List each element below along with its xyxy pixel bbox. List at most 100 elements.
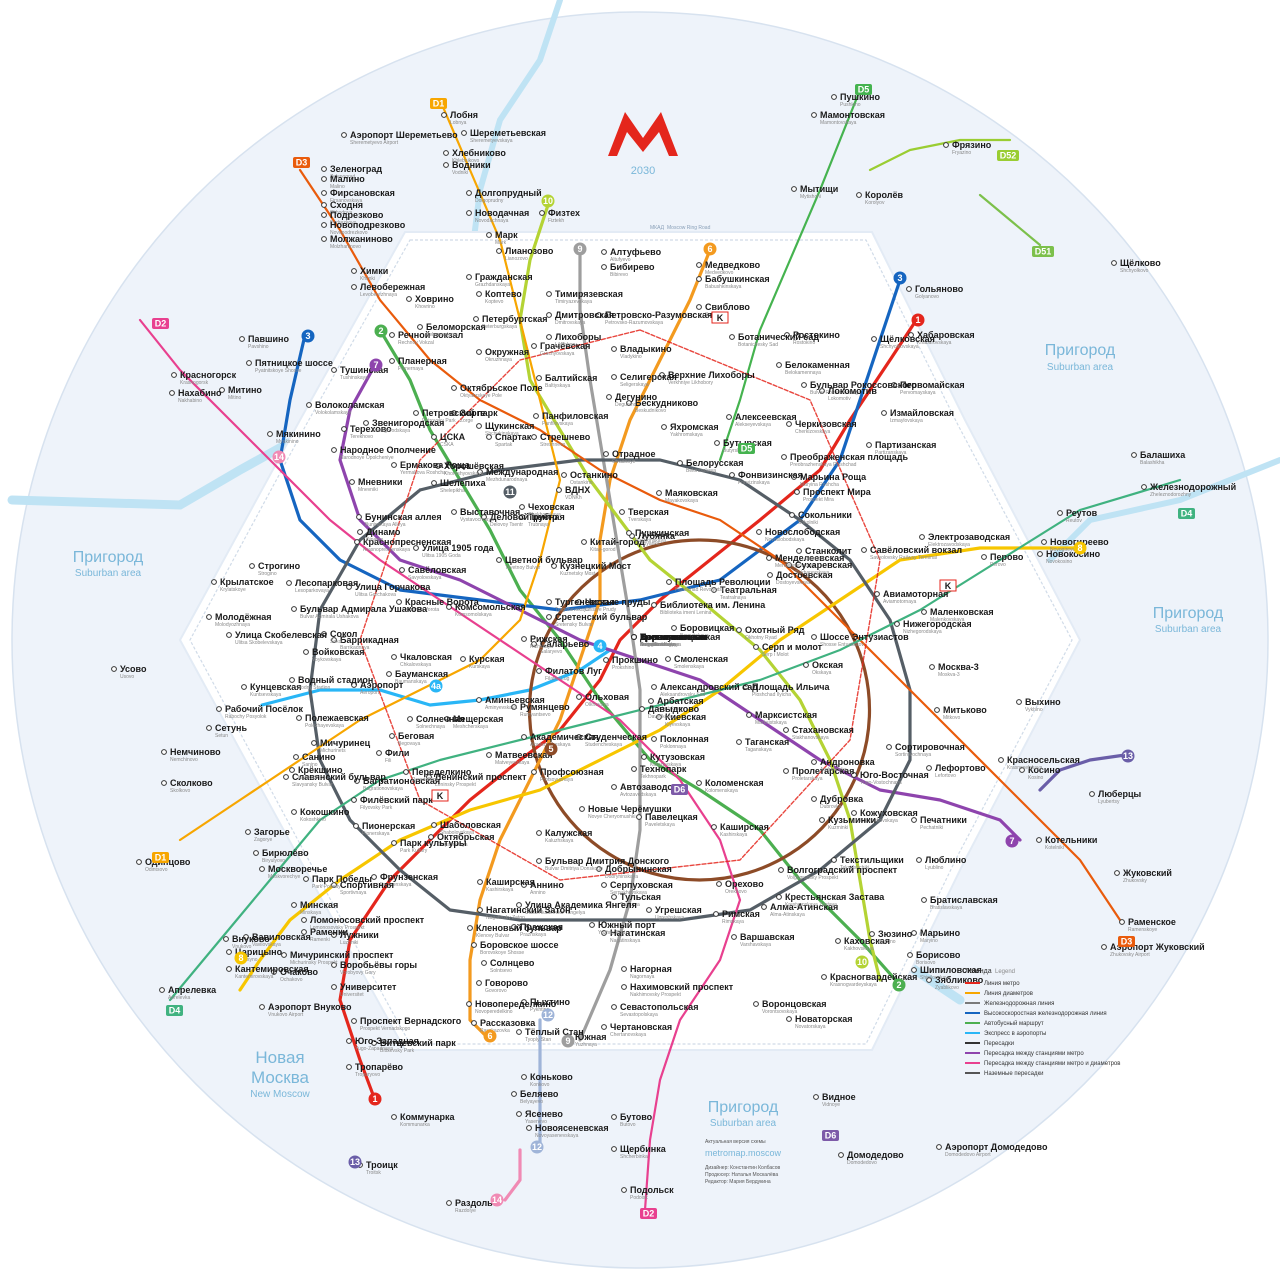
station-dot[interactable] (736, 627, 742, 633)
station-dot[interactable] (354, 539, 360, 545)
station-dot[interactable] (696, 262, 702, 268)
station-dot[interactable] (283, 774, 289, 780)
station-dot[interactable] (136, 859, 142, 865)
station-label[interactable]: Мытищи (800, 184, 838, 194)
station-label[interactable]: Электрозаводская (928, 532, 1010, 542)
station-dot[interactable] (296, 715, 302, 721)
station-label[interactable]: ЦСКА (440, 432, 466, 442)
station-label[interactable]: Коптево (485, 289, 522, 299)
station-dot[interactable] (303, 876, 309, 882)
station-dot[interactable] (431, 822, 437, 828)
station-label[interactable]: Новослободская (765, 527, 840, 537)
station-dot[interactable] (301, 917, 307, 923)
line-marker-3[interactable]: 3 (893, 271, 907, 285)
station-dot[interactable] (531, 434, 537, 440)
station-dot[interactable] (891, 382, 897, 388)
station-dot[interactable] (331, 637, 337, 643)
station-dot[interactable] (581, 539, 587, 545)
station-label[interactable]: Марк (495, 230, 518, 240)
diameter-badge[interactable]: D3 (293, 157, 310, 168)
station-dot[interactable] (216, 706, 222, 712)
station-dot[interactable] (556, 487, 562, 493)
station-label[interactable]: Королёв (865, 190, 903, 200)
station-label[interactable]: Бережковская (640, 632, 703, 642)
station-label[interactable]: Мякинино (276, 429, 321, 439)
station-label[interactable]: Преображенская площадь (790, 452, 908, 462)
station-dot[interactable] (511, 704, 517, 710)
station-label[interactable]: Селигерская (620, 372, 677, 382)
station-dot[interactable] (241, 684, 247, 690)
station-label[interactable]: Бирюлёво (262, 848, 309, 858)
station-dot[interactable] (301, 929, 307, 935)
station-label[interactable]: Красные Ворота (405, 597, 480, 607)
station-label[interactable]: Нижегородская (903, 619, 972, 629)
station-dot[interactable] (621, 966, 627, 972)
station-label[interactable]: Нахимовский проспект (630, 982, 734, 992)
station-label[interactable]: Митино (228, 385, 262, 395)
station-dot[interactable] (1016, 699, 1022, 705)
station-dot[interactable] (371, 874, 377, 880)
line-marker-12[interactable]: 12 (530, 1140, 544, 1154)
station-dot[interactable] (291, 606, 297, 612)
station-label[interactable]: Стахановская (792, 725, 854, 735)
station-dot[interactable] (866, 442, 872, 448)
station-dot[interactable] (391, 654, 397, 660)
station-dot[interactable] (341, 426, 347, 432)
station-label[interactable]: Спартак (495, 432, 532, 442)
station-label[interactable]: Марксистская (755, 710, 817, 720)
station-label[interactable]: Трубная (528, 512, 565, 522)
station-dot[interactable] (533, 413, 539, 419)
station-dot[interactable] (756, 529, 762, 535)
station-label[interactable]: Парк Победы (312, 874, 372, 884)
station-label[interactable]: Чертановская (610, 1022, 672, 1032)
station-dot[interactable] (321, 236, 327, 242)
station-dot[interactable] (786, 421, 792, 427)
station-dot[interactable] (906, 286, 912, 292)
station-label[interactable]: Стрешнево (540, 432, 591, 442)
station-label[interactable]: Яхромская (670, 422, 719, 432)
station-label[interactable]: Звенигородская (372, 418, 444, 428)
station-dot[interactable] (161, 780, 167, 786)
station-dot[interactable] (776, 894, 782, 900)
station-label[interactable]: Новопеределкино (475, 999, 557, 1009)
station-dot[interactable] (435, 463, 441, 469)
station-label[interactable]: Останкино (570, 470, 618, 480)
station-label[interactable]: Проспект Вернадского (360, 1016, 462, 1026)
station-label[interactable]: Грачёвская (540, 341, 590, 351)
station-label[interactable]: Волгоградский проспект (787, 865, 898, 875)
station-label[interactable]: Курская (469, 654, 505, 664)
station-dot[interactable] (476, 423, 482, 429)
line-marker-12[interactable]: 12 (541, 1008, 555, 1022)
station-dot[interactable] (226, 632, 232, 638)
station-label[interactable]: Фонвизинская (738, 470, 803, 480)
station-dot[interactable] (441, 112, 447, 118)
station-label[interactable]: Видное (822, 1092, 856, 1102)
station-dot[interactable] (641, 754, 647, 760)
station-dot[interactable] (611, 374, 617, 380)
station-label[interactable]: Улица 1905 года (422, 543, 495, 553)
station-dot[interactable] (413, 410, 419, 416)
station-label[interactable]: Люблино (925, 855, 967, 865)
station-dot[interactable] (428, 834, 434, 840)
station-dot[interactable] (516, 902, 522, 908)
station-dot[interactable] (346, 1064, 352, 1070)
station-label[interactable]: Войковская (312, 647, 365, 657)
station-dot[interactable] (1141, 484, 1147, 490)
station-dot[interactable] (311, 740, 317, 746)
station-dot[interactable] (496, 248, 502, 254)
station-dot[interactable] (911, 930, 917, 936)
station-dot[interactable] (226, 949, 232, 955)
station-label[interactable]: Белорусская (686, 458, 744, 468)
station-label[interactable]: Давыдково (648, 704, 700, 714)
station-label[interactable]: Рассказовка (480, 1018, 536, 1028)
station-label[interactable]: Улица Горчакова (355, 582, 431, 592)
station-label[interactable]: Щёлково (1120, 258, 1161, 268)
station-dot[interactable] (631, 766, 637, 772)
station-dot[interactable] (291, 902, 297, 908)
station-label[interactable]: Красногвардейская (830, 972, 917, 982)
station-label[interactable]: Бульвар Дмитрия Донского (545, 856, 670, 866)
station-label[interactable]: Дорогомиловская (640, 632, 720, 642)
station-dot[interactable] (443, 150, 449, 156)
line-marker-8[interactable]: 8 (234, 951, 248, 965)
station-dot[interactable] (601, 264, 607, 270)
